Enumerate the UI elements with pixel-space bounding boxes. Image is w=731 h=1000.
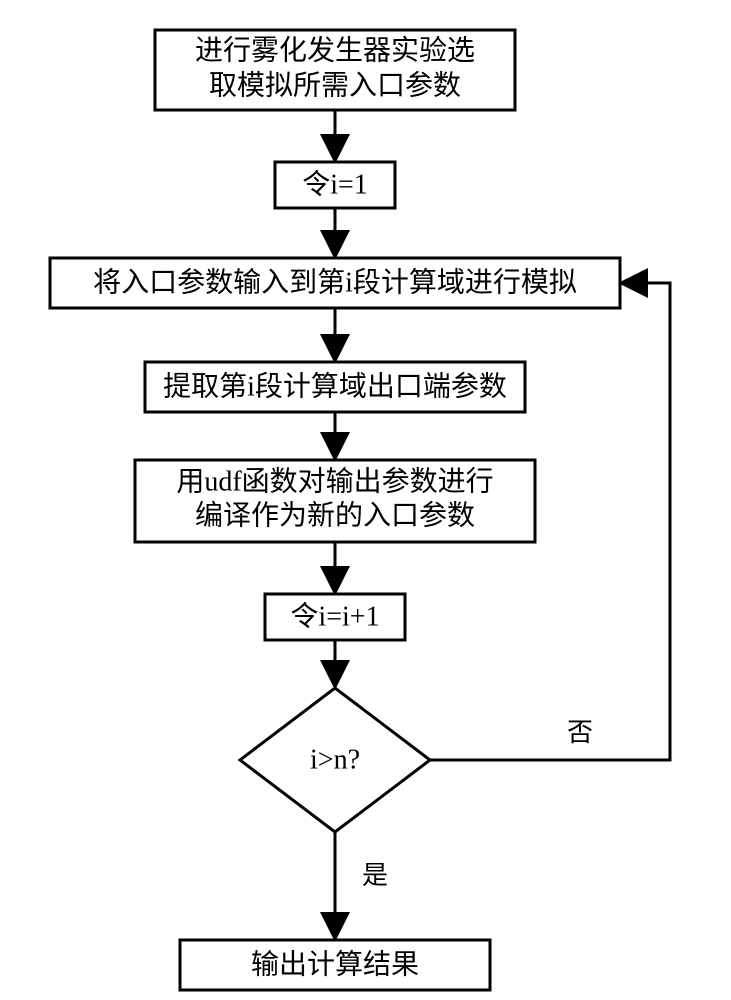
node-start-line2: 取模拟所需入口参数 xyxy=(209,69,461,101)
label-no: 否 xyxy=(567,718,593,747)
node-udf: 用udf函数对输出参数进行 编译作为新的入口参数 xyxy=(135,460,535,542)
node-output-text: 输出计算结果 xyxy=(251,948,419,980)
node-init-i: 令i=1 xyxy=(275,162,395,208)
flowchart-canvas: 进行雾化发生器实验选 取模拟所需入口参数 令i=1 将入口参数输入到第i段计算域… xyxy=(0,0,731,1000)
node-output: 输出计算结果 xyxy=(180,940,490,990)
node-extract-text: 提取第i段计算域出口端参数 xyxy=(163,370,507,402)
node-extract: 提取第i段计算域出口端参数 xyxy=(145,362,525,412)
node-increment: 令i=i+1 xyxy=(265,594,405,640)
node-udf-line1: 用udf函数对输出参数进行 xyxy=(176,465,493,497)
label-yes: 是 xyxy=(362,861,388,890)
node-udf-line2: 编译作为新的入口参数 xyxy=(195,499,475,531)
node-start-line1: 进行雾化发生器实验选 xyxy=(195,34,475,66)
node-decision: i>n? xyxy=(240,688,430,832)
node-decision-text: i>n? xyxy=(310,744,360,775)
node-simulate: 将入口参数输入到第i段计算域进行模拟 xyxy=(50,258,620,308)
node-start: 进行雾化发生器实验选 取模拟所需入口参数 xyxy=(155,30,515,110)
node-increment-text: 令i=i+1 xyxy=(290,600,379,632)
node-init-i-text: 令i=1 xyxy=(302,168,368,200)
node-simulate-text: 将入口参数输入到第i段计算域进行模拟 xyxy=(93,266,577,298)
